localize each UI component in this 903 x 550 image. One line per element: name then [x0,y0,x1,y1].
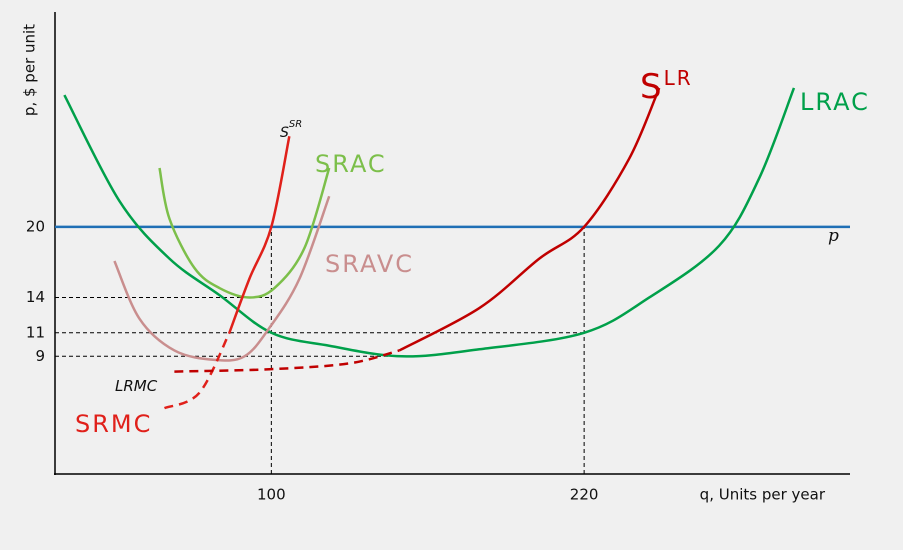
curve [228,135,291,334]
curve [163,332,231,410]
y-tick-label: 9 [35,347,45,365]
curve [158,167,331,299]
curve-label: SRMC [75,410,152,438]
curve-label: SLR [640,66,693,107]
curve-label-text: SRAVC [325,250,414,278]
curve-label: SRAVC [325,250,414,278]
y-axis-label: p, $ per unit [21,24,39,116]
curve-label: LRMC [115,377,158,395]
curve [63,87,796,358]
curve-label-text: SRMC [75,410,152,438]
curve [174,349,400,373]
curve-label-text: S [280,125,289,141]
curve [398,87,661,352]
curve-label: p [828,226,839,246]
curve-label: SSR [280,119,302,141]
curve-label-text: S [640,67,664,107]
x-tick-label: 100 [257,486,286,504]
curve [113,195,331,362]
curve-label-text: SRAC [315,150,387,178]
curve-label: LRAC [800,88,870,116]
curve-label-text: LRAC [800,88,870,116]
curve-label-text: LRMC [115,377,158,395]
x-tick-label: 220 [570,486,599,504]
x-axis-label: q, Units per year [700,486,826,504]
curve-label-text: p [828,226,839,246]
y-tick-label: 20 [26,217,45,235]
curve-label: SRAC [315,150,387,178]
y-tick-label: 14 [26,288,45,306]
y-tick-label: 11 [26,323,45,341]
curve-label-sup: SR [289,119,302,130]
curve-label-sup: LR [664,66,693,90]
